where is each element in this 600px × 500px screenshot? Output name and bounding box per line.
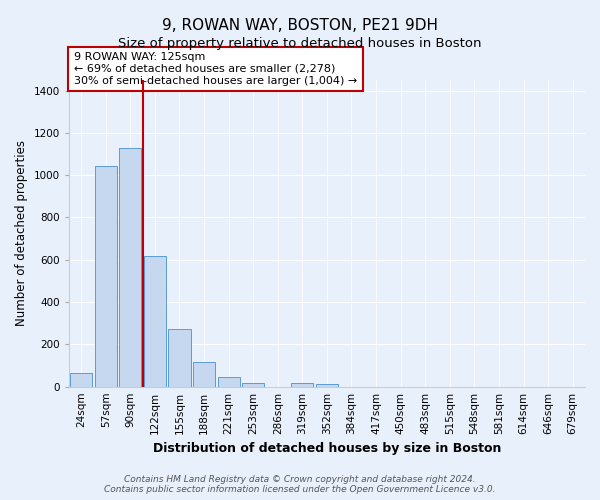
Text: Size of property relative to detached houses in Boston: Size of property relative to detached ho…	[118, 38, 482, 51]
Bar	[169, 328, 191, 386]
Bar	[95, 166, 117, 386]
Text: Contains HM Land Registry data © Crown copyright and database right 2024.: Contains HM Land Registry data © Crown c…	[124, 475, 476, 484]
Text: 9, ROWAN WAY, BOSTON, PE21 9DH: 9, ROWAN WAY, BOSTON, PE21 9DH	[162, 18, 438, 32]
Bar	[70, 373, 92, 386]
Bar	[218, 376, 239, 386]
Bar	[193, 362, 215, 386]
Bar	[119, 148, 142, 386]
Text: Contains public sector information licensed under the Open Government Licence v3: Contains public sector information licen…	[104, 485, 496, 494]
Bar	[242, 383, 264, 386]
Y-axis label: Number of detached properties: Number of detached properties	[15, 140, 28, 326]
X-axis label: Distribution of detached houses by size in Boston: Distribution of detached houses by size …	[153, 442, 501, 455]
Text: 9 ROWAN WAY: 125sqm
← 69% of detached houses are smaller (2,278)
30% of semi-det: 9 ROWAN WAY: 125sqm ← 69% of detached ho…	[74, 52, 357, 86]
Bar	[144, 256, 166, 386]
Bar	[316, 384, 338, 386]
Bar	[291, 383, 313, 386]
